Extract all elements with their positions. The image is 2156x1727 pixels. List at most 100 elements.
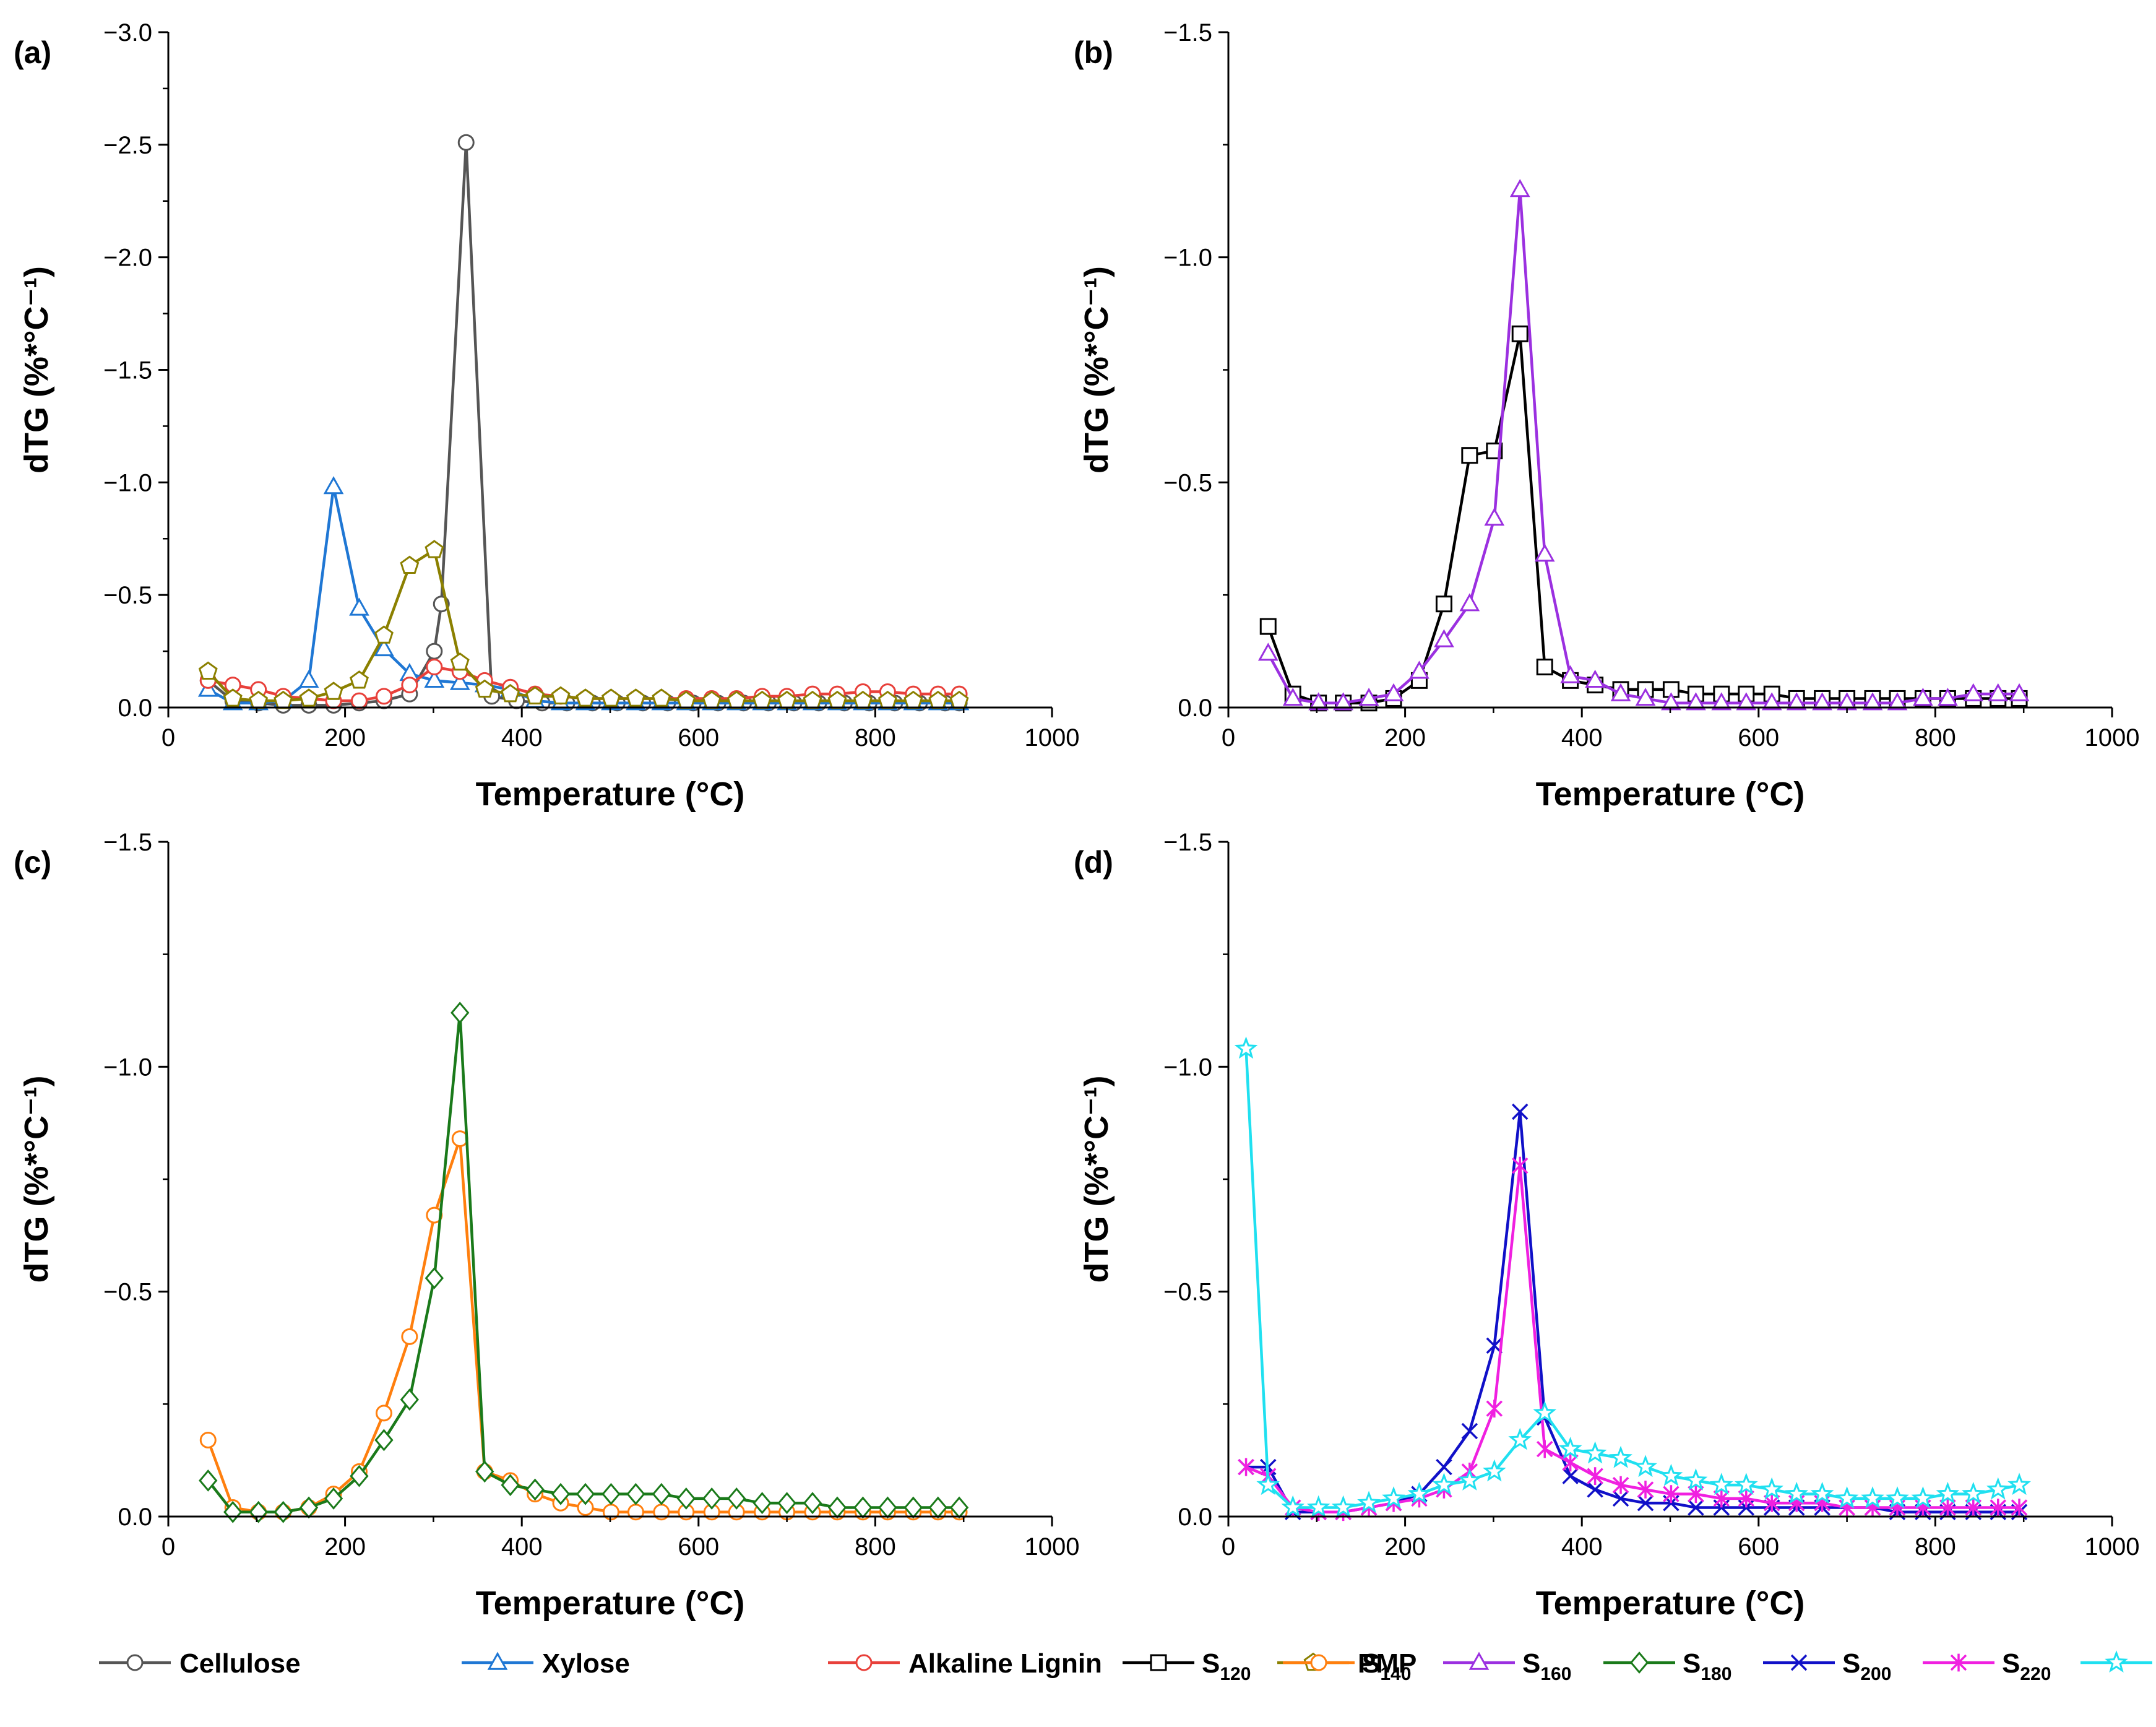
y-axis-title: dTG (%*°C⁻¹) — [1078, 266, 1115, 474]
legend-label: Xylose — [542, 1648, 630, 1679]
data-point — [223, 688, 243, 707]
data-point — [626, 1482, 645, 1505]
y-tick-label: −1.5 — [1163, 829, 1212, 856]
data-point — [375, 1405, 392, 1422]
data-point — [1512, 1156, 1529, 1175]
series-line — [1244, 1049, 2020, 1509]
data-point — [1734, 1473, 1758, 1495]
data-point — [601, 688, 621, 707]
legend-marker — [1468, 1651, 1490, 1670]
data-point — [1812, 692, 1832, 711]
data-point — [676, 1487, 696, 1510]
data-point — [374, 1429, 394, 1452]
data-point — [350, 692, 368, 709]
y-tick-label: 0.0 — [118, 695, 152, 722]
legend: Cellulose Xylose Alkaline Lignin PMP S120 S14… — [99, 1648, 2152, 1684]
data-point — [1635, 687, 1656, 706]
data-point — [1331, 1495, 1355, 1518]
data-point — [525, 1478, 545, 1501]
panel-label: (c) — [14, 845, 51, 880]
series-line — [1246, 1110, 2020, 1513]
data-point — [2009, 683, 2030, 701]
data-point — [475, 679, 494, 698]
data-point — [652, 1482, 671, 1505]
data-point — [199, 1431, 217, 1448]
data-point — [1686, 692, 1706, 711]
data-point — [1988, 683, 2009, 701]
data-point — [1713, 1489, 1730, 1508]
data-point — [1484, 508, 1505, 526]
y-tick-label: 0.0 — [118, 1504, 152, 1531]
data-point — [1587, 1481, 1603, 1498]
legend-marker — [855, 1654, 873, 1671]
data-point — [1587, 1467, 1603, 1485]
y-tick-label: −0.5 — [103, 582, 152, 609]
data-point — [1558, 1437, 1582, 1460]
x-tick-label: 400 — [501, 1533, 543, 1560]
x-tick-label: 0 — [1222, 724, 1235, 751]
data-point — [1281, 1495, 1305, 1518]
y-tick-label: −1.5 — [1163, 19, 1212, 46]
data-point — [324, 682, 343, 700]
data-point — [1763, 1494, 1780, 1512]
panel-label: (a) — [14, 35, 51, 70]
data-point — [1861, 1486, 1884, 1508]
data-point — [652, 688, 671, 707]
series-line — [207, 485, 960, 704]
data-point — [1562, 1453, 1579, 1472]
data-point — [1761, 692, 1782, 711]
data-point — [1637, 1494, 1654, 1512]
data-point — [1256, 1473, 1280, 1495]
series-line — [1267, 188, 2020, 704]
y-axis-title: dTG (%*°C⁻¹) — [18, 1075, 55, 1283]
data-point — [1637, 1481, 1654, 1499]
data-point — [1536, 659, 1553, 676]
data-point — [752, 1492, 772, 1515]
series-s240 — [1234, 1036, 2031, 1518]
data-point — [1536, 1440, 1553, 1458]
data-point — [457, 134, 475, 151]
series-line — [207, 1011, 960, 1513]
series-line — [207, 1137, 960, 1513]
data-point — [1711, 692, 1732, 711]
data-point — [1560, 665, 1580, 683]
legend-entry-alkaline-lignin: Alkaline Lignin — [828, 1648, 1102, 1679]
data-point — [374, 625, 394, 644]
x-tick-label: 200 — [324, 724, 366, 751]
x-tick-label: 1000 — [2085, 724, 2140, 751]
data-point — [1684, 1468, 1708, 1491]
x-tick-label: 400 — [1561, 724, 1603, 751]
data-point — [1583, 1441, 1607, 1464]
data-point — [1835, 1486, 1859, 1508]
data-point — [375, 688, 392, 705]
data-point — [2011, 1499, 2028, 1517]
y-axis-title: dTG (%*°C⁻¹) — [18, 266, 55, 474]
data-point — [1612, 1476, 1629, 1494]
legend-marker — [2105, 1650, 2128, 1673]
series-s140 — [199, 1130, 968, 1521]
data-point — [451, 1002, 470, 1024]
legend-label: S220 — [2002, 1648, 2051, 1684]
data-point — [1482, 1459, 1506, 1482]
y-tick-label: −1.0 — [1163, 1054, 1212, 1081]
data-point — [1936, 1481, 1960, 1504]
data-point — [501, 683, 520, 703]
legend-label: S120 — [1202, 1648, 1251, 1684]
data-point — [1257, 643, 1279, 661]
x-tick-label: 0 — [162, 724, 175, 751]
data-point — [426, 643, 443, 660]
data-point — [1434, 629, 1454, 647]
data-point — [1358, 687, 1379, 706]
y-tick-label: −1.0 — [103, 1054, 152, 1081]
x-tick-label: 200 — [1384, 724, 1426, 751]
data-point — [1533, 1401, 1557, 1423]
data-point — [449, 672, 470, 690]
panel-label: (d) — [1074, 845, 1113, 880]
x-tick-label: 400 — [1561, 1533, 1603, 1560]
data-point — [777, 1492, 796, 1515]
x-tick-label: 200 — [1384, 1533, 1426, 1560]
y-tick-label: −3.0 — [103, 19, 152, 46]
x-axis-title: Temperature (°C) — [1536, 1585, 1805, 1622]
data-point — [1435, 595, 1452, 613]
data-point — [1990, 1499, 2007, 1517]
